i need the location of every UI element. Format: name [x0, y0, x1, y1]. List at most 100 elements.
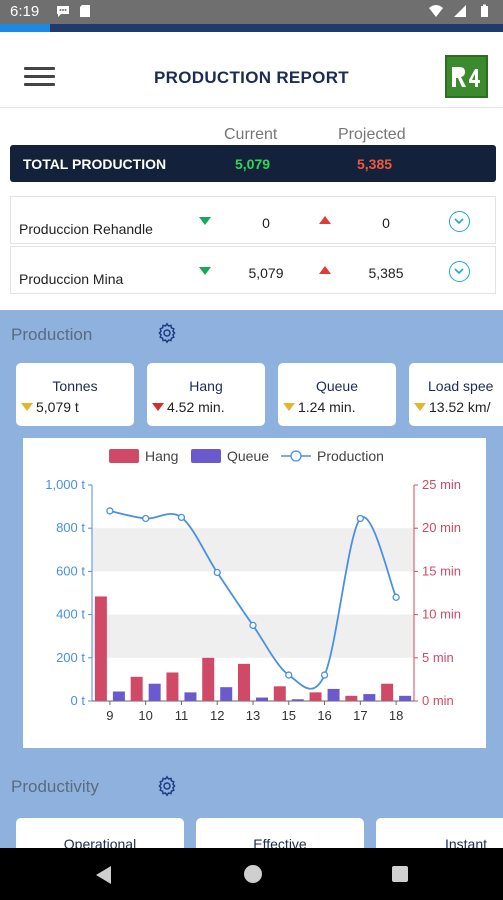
legend-label: Production [317, 448, 384, 464]
x-axis-tick-label: 16 [317, 708, 331, 723]
stat-card-value: 5,079 t [36, 399, 79, 415]
app-bar: PRODUCTION REPORT [0, 32, 503, 108]
legend-swatch-marker [290, 450, 302, 462]
bar-hang [94, 596, 107, 701]
x-axis-tick-label: 17 [353, 708, 367, 723]
bar-queue [148, 683, 161, 701]
gear-icon[interactable] [156, 775, 178, 797]
trend-down-icon [21, 403, 33, 411]
status-bar: 6:19 [0, 0, 503, 24]
production-row-label: Produccion Mina [19, 271, 124, 287]
total-current-value: 5,079 [235, 156, 271, 172]
production-point [392, 593, 400, 601]
bar-queue [184, 692, 197, 701]
trend-down-icon [199, 217, 211, 225]
stat-card-hang[interactable]: Hang 4.52 min. [147, 363, 265, 426]
production-row-current: 5,079 [248, 265, 284, 281]
right-axis-tick-label: 5 min [422, 650, 454, 665]
x-axis-tick-label: 11 [175, 708, 189, 723]
x-axis-tick-label: 13 [246, 708, 260, 723]
legend-label: Hang [145, 448, 178, 464]
right-axis-tick-label: 0 min [422, 693, 454, 708]
recent-apps-icon[interactable] [392, 866, 408, 882]
stat-card-title: Load spee [428, 378, 494, 394]
stat-card-value: 13.52 km/ [429, 399, 491, 415]
column-projected-header: Projected [338, 126, 406, 143]
total-production-label: TOTAL PRODUCTION [23, 156, 167, 172]
trend-down-icon [414, 403, 426, 411]
grid-band [92, 528, 414, 572]
stat-card-load-speed[interactable]: Load spee 13.52 km/ [409, 363, 503, 426]
bar-hang [273, 686, 286, 701]
productivity-section-title: Productivity [11, 777, 99, 796]
production-line [109, 510, 397, 690]
production-point [177, 513, 186, 522]
stat-card-tonnes[interactable]: Tonnes 5,079 t [16, 363, 134, 426]
legend-label: Queue [227, 448, 269, 464]
bar-queue [399, 695, 412, 701]
wifi-icon [429, 5, 443, 17]
right-axis-tick-label: 20 min [422, 520, 461, 535]
battery-icon [481, 4, 488, 17]
stat-card-title: Hang [189, 378, 223, 394]
hamburger-menu-icon[interactable] [24, 67, 56, 87]
chat-icon [57, 6, 69, 17]
right-axis-tick-label: 10 min [422, 607, 461, 622]
production-section-title: Production [11, 325, 93, 344]
bar-hang [381, 683, 394, 701]
sd-card-icon [80, 5, 90, 17]
bar-queue [220, 687, 233, 701]
right-axis-tick-label: 25 min [422, 477, 461, 492]
production-row-mina[interactable]: Produccion Mina 5,079 5,385 [10, 246, 496, 294]
production-point [320, 671, 329, 679]
trend-down-icon [152, 403, 164, 411]
stat-card-title: Tonnes [52, 378, 98, 394]
dashboard-panel: Production Tonnes 5,079 t Hang 4.52 min.… [0, 310, 503, 858]
bar-hang [309, 692, 322, 701]
left-axis-tick-label: 0 t [71, 693, 86, 708]
loading-progress [0, 24, 503, 32]
stat-card-queue[interactable]: Queue 1.24 min. [278, 363, 396, 426]
left-axis-tick-label: 200 t [56, 650, 85, 665]
expand-chevron-icon[interactable] [449, 261, 470, 282]
status-time: 6:19 [10, 3, 40, 20]
total-projected-value: 5,385 [357, 156, 393, 172]
total-production-bar: TOTAL PRODUCTION 5,079 5,385 [10, 145, 496, 182]
x-axis-tick-label: 10 [138, 708, 152, 723]
bar-queue [363, 694, 376, 701]
bar-hang [130, 676, 143, 701]
r4m-logo-icon [445, 55, 488, 98]
stat-card-value: 4.52 min. [167, 399, 225, 415]
column-current-header: Current [224, 126, 278, 143]
production-point [356, 514, 364, 523]
production-row-projected: 0 [382, 215, 390, 231]
production-point [106, 507, 114, 515]
gear-icon[interactable] [156, 322, 178, 344]
production-row-current: 0 [262, 215, 270, 231]
stat-card-value: 1.24 min. [298, 399, 356, 415]
page-title: PRODUCTION REPORT [154, 68, 349, 87]
system-nav-bar [0, 848, 503, 900]
trend-down-icon [283, 403, 295, 411]
production-point [249, 621, 257, 630]
left-axis-tick-label: 1,000 t [45, 477, 85, 492]
bar-queue [256, 697, 268, 701]
legend-swatch-queue [191, 449, 221, 463]
expand-chevron-icon[interactable] [449, 211, 470, 232]
production-row-label: Produccion Rehandle [19, 221, 153, 237]
right-axis-tick-label: 15 min [422, 563, 461, 578]
production-row-rehandle[interactable]: Produccion Rehandle 0 0 [10, 196, 496, 244]
left-axis-tick-label: 600 t [56, 563, 85, 578]
trend-up-icon [319, 266, 331, 274]
trend-up-icon [319, 216, 331, 224]
home-icon[interactable] [244, 865, 262, 883]
production-chart-svg: 0 t 200 t 400 t 600 t 800 t 1,000 t 0 min 5 min… [45, 448, 461, 723]
bar-hang [166, 672, 179, 701]
production-point [285, 671, 293, 679]
back-icon[interactable] [96, 866, 111, 884]
grid-band [92, 614, 414, 658]
signal-icon [454, 5, 466, 17]
trend-down-icon [199, 267, 211, 275]
bar-hang [202, 657, 215, 701]
stat-card-title: Queue [315, 378, 359, 394]
